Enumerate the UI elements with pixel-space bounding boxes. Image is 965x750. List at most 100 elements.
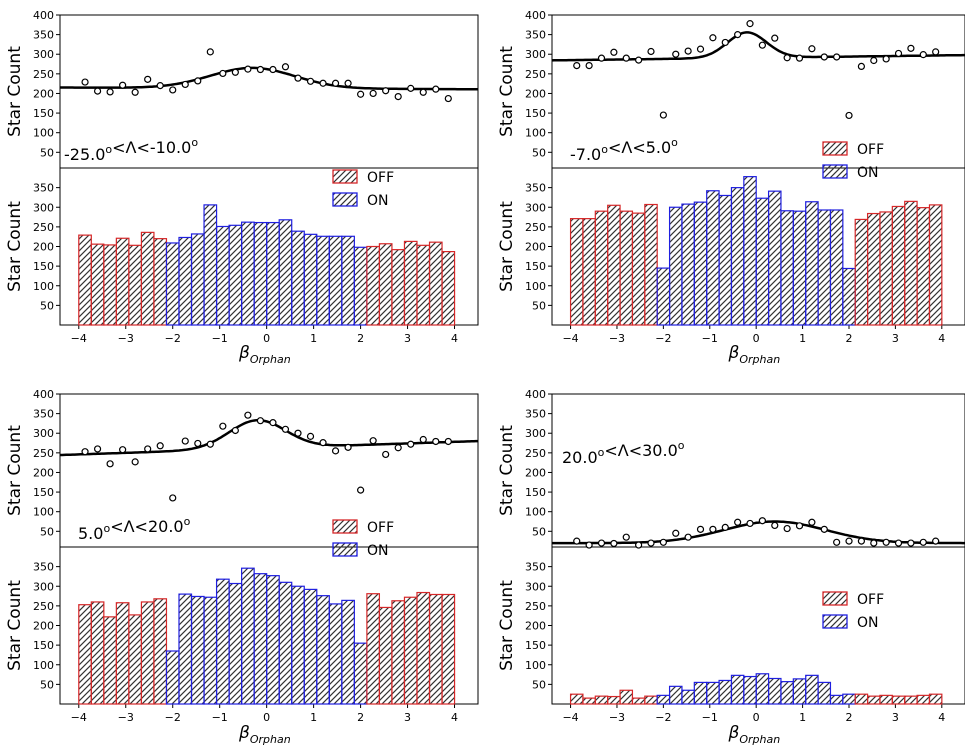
on-bar — [303, 233, 318, 326]
off-bar — [569, 218, 584, 326]
legend-label-off: OFF — [857, 142, 884, 158]
bottom-ytick-label: 150 — [525, 639, 546, 652]
off-bar — [619, 210, 634, 326]
data-point — [746, 20, 754, 28]
xtick-label: 4 — [451, 711, 458, 724]
xtick-label: 1 — [799, 332, 806, 345]
off-bar — [78, 234, 92, 326]
on-bar — [706, 681, 720, 705]
data-point — [597, 54, 606, 62]
data-point — [357, 90, 365, 98]
data-point — [845, 537, 853, 545]
off-bar — [103, 244, 117, 326]
on-bar — [291, 230, 305, 326]
data-point — [696, 45, 705, 53]
data-point — [845, 111, 853, 120]
xtick-label: 0 — [263, 332, 270, 345]
data-point — [382, 87, 390, 95]
on-bar — [178, 236, 193, 326]
off-bar — [891, 695, 906, 705]
fit-curve — [552, 520, 965, 545]
data-point — [331, 447, 340, 455]
xlabel: βOrphan — [238, 723, 291, 746]
top-ytick-label: 200 — [525, 87, 546, 100]
chart-panel-top-left: 50 100 150 200 250 300 350 400 50 100 150 200 250 300… — [5, 9, 479, 366]
top-ytick-label: 300 — [33, 427, 54, 440]
xtick-label: 2 — [845, 711, 852, 724]
data-point — [419, 435, 427, 444]
data-point — [659, 111, 667, 119]
data-point — [306, 432, 315, 440]
legend-swatch-off — [822, 591, 848, 606]
chart-panel-bottom-left: 50 100 150 200 250 300 350 400 50 100 150 200 250 300… — [5, 388, 479, 746]
off-bar — [391, 600, 406, 705]
top-ytick-label: 150 — [33, 107, 54, 120]
on-bar — [706, 190, 720, 326]
off-bar — [416, 244, 431, 326]
off-bar — [441, 593, 456, 705]
data-point — [206, 440, 214, 448]
xlabel: βOrphan — [728, 343, 781, 366]
xtick-label: −3 — [118, 711, 134, 724]
on-bar — [681, 203, 695, 326]
on-bar — [291, 585, 305, 705]
data-point — [870, 539, 878, 547]
data-point — [419, 88, 427, 96]
top-ytick-label: 100 — [33, 506, 54, 519]
bottom-ytick-label: 250 — [525, 221, 546, 234]
on-bar — [668, 685, 683, 705]
data-point — [696, 525, 705, 533]
data-point — [610, 539, 618, 548]
xtick-label: 0 — [753, 332, 760, 345]
off-bar — [103, 616, 117, 705]
legend: OFF ON — [822, 591, 884, 631]
data-point — [684, 533, 692, 541]
xtick-label: 2 — [357, 332, 364, 345]
xtick-label: −2 — [655, 711, 671, 724]
top-ytick-label: 400 — [525, 9, 546, 22]
panel-annotation: -7.0o<Λ<5.0o — [570, 136, 678, 164]
top-ytick-label: 250 — [33, 447, 54, 460]
bottom-ytick-label: 300 — [33, 201, 54, 214]
on-bar — [278, 219, 293, 326]
data-point — [444, 94, 452, 103]
top-ytick-label: 300 — [33, 48, 54, 61]
data-point — [119, 446, 127, 454]
on-bar — [215, 225, 230, 326]
data-point — [331, 79, 340, 87]
data-point — [219, 422, 227, 430]
data-point — [783, 524, 791, 533]
off-bar — [582, 697, 596, 705]
top-ylabel: Star Count — [497, 425, 517, 516]
off-bar — [416, 591, 431, 705]
off-bar — [891, 205, 906, 326]
bottom-ytick-label: 150 — [525, 260, 546, 273]
on-bar — [780, 210, 794, 326]
top-axes-frame — [551, 393, 965, 548]
data-point — [919, 51, 927, 59]
legend: OFF ON — [332, 519, 394, 559]
chart-panel-bottom-right: 50 100 150 200 250 300 350 400 50 100 150 200 250 300… — [497, 388, 965, 746]
data-point — [432, 437, 440, 446]
data-point — [131, 88, 139, 96]
legend-label-on: ON — [857, 165, 879, 181]
data-point — [369, 89, 377, 98]
bottom-ytick-label: 350 — [33, 182, 54, 195]
on-bar — [817, 681, 832, 705]
on-bar — [190, 233, 205, 326]
data-point — [93, 87, 102, 95]
off-bar — [866, 212, 881, 326]
panel-annotation: 5.0o<Λ<20.0o — [78, 515, 191, 543]
data-point — [709, 34, 717, 42]
data-point — [746, 519, 754, 528]
data-point — [833, 538, 841, 546]
bottom-ytick-label: 350 — [33, 561, 54, 574]
on-bar — [792, 210, 807, 326]
data-point — [319, 79, 327, 87]
data-point — [857, 62, 865, 70]
bottom-ytick-label: 50 — [40, 678, 54, 691]
top-ytick-label: 400 — [33, 9, 54, 22]
on-bar — [767, 190, 782, 326]
data-point — [93, 445, 102, 453]
off-bar — [441, 251, 456, 326]
